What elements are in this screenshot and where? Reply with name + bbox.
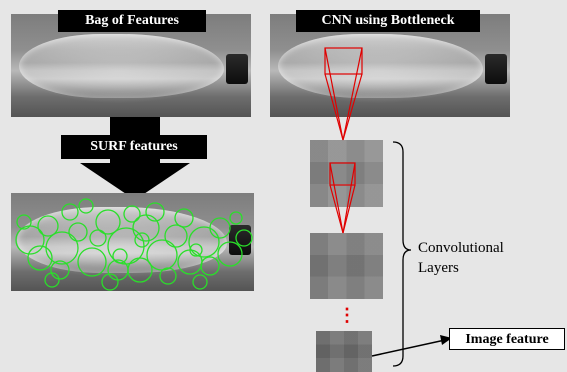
feature-map-layer-2 [310,233,383,299]
surf-keypoint-circle [189,243,203,257]
surf-keypoint-circle [174,208,194,228]
surf-features-label: SURF features [61,135,207,159]
bag-of-features-title: Bag of Features [58,10,206,32]
bottle-shape [19,34,224,98]
surf-keypoint-circle [145,202,165,222]
surf-keypoint-circle [16,214,32,230]
surf-keypoint-circle [78,198,94,214]
surf-keypoint-circle [217,241,243,267]
surf-keypoint-circle [164,224,188,248]
surf-keypoint-circle [27,245,53,271]
surf-keypoint-circle [188,226,220,258]
surf-keypoint-circle [95,209,121,235]
surf-keypoint-circle [134,232,150,248]
surf-keypoint-circles [15,198,253,291]
bottle-cap [226,54,248,84]
surf-keypoint-circle [159,267,177,285]
bottle-cap-cnn [485,54,507,84]
convolutional-label: Convolutional [418,240,504,256]
surf-keypoint-circle [127,257,153,283]
surf-keypoint-circle [112,248,128,264]
receptive-field-box-2 [329,162,356,186]
surf-keypoint-circle [68,222,88,242]
surf-keypoint-circle [235,229,253,247]
surf-keypoint-circle [77,247,107,277]
feature-map-layer-1 [310,140,383,207]
surf-keypoint-circle [44,272,60,288]
surf-keypoint-circle [50,260,70,280]
output-arrow-line [371,339,446,357]
layer-ellipsis: ⋮ [338,305,356,325]
surf-keypoint-circle [61,203,79,221]
surf-keypoint-circle [45,231,79,265]
layers-brace [392,141,412,367]
image-feature-label: Image feature [449,328,565,350]
surf-keypoint-circle [37,215,59,237]
surf-keypoint-circle [89,229,107,247]
surf-keypoint-circle [200,256,220,276]
bottle-shape-cnn [278,34,483,98]
feature-map-final [316,331,372,372]
surf-keypoint-circle [209,217,231,239]
bottle-cap-surf [229,225,251,255]
cnn-bottleneck-title: CNN using Bottleneck [296,10,480,32]
surf-keypoint-circle [123,205,141,223]
receptive-field-box-1 [324,47,363,75]
layers-label: Layers [418,260,459,276]
surf-keypoint-circle [101,273,119,291]
surf-keypoint-circle [229,211,243,225]
surf-keypoint-circle [192,274,208,290]
receptive-field-lines [324,47,363,234]
